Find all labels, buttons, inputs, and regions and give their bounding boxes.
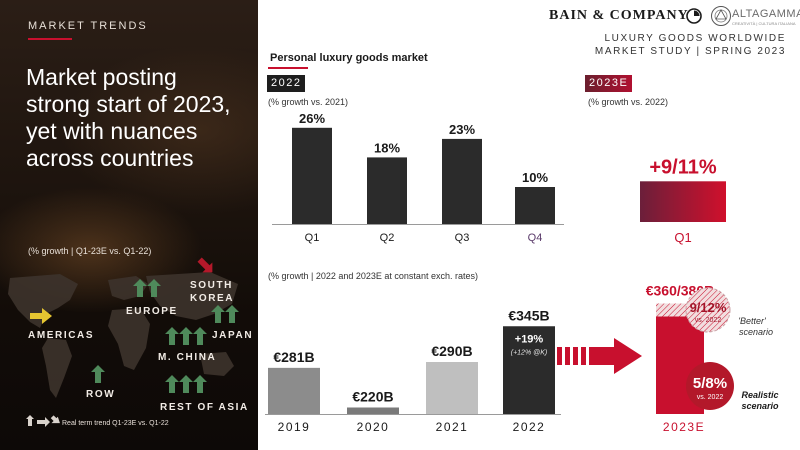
better-scenario-vs: vs. 2022: [695, 317, 722, 324]
subtitle-2023e: (% growth vs. 2022): [588, 97, 669, 107]
subtitle-annual: (% growth | 2022 and 2023E at constant e…: [268, 271, 478, 281]
bar-q1: [292, 127, 332, 224]
data-label-2022: €345B: [508, 307, 549, 323]
better-scenario-label-1: 'Better': [738, 316, 766, 326]
annual-chart: €281B 2019 €220B 2020 €290B 2021 €345B 2022 +19%…: [268, 283, 779, 434]
tick-label-2022: 2022: [513, 420, 546, 434]
tick-label-q1-2023e: Q1: [674, 230, 691, 245]
arrow-stripe: [573, 347, 578, 365]
realistic-scenario-bubble: [686, 362, 734, 410]
panel-label-2022: 2022: [267, 75, 306, 92]
region-label-south-korea-1: SOUTH: [190, 280, 233, 291]
study-title-line1: LUXURY GOODS WORLDWIDE: [604, 33, 786, 44]
region-label-china: M. CHINA: [158, 352, 217, 363]
region-label-south-korea-2: KOREA: [190, 293, 235, 304]
data-label-q1: 26%: [299, 111, 325, 126]
bar-2021: [426, 362, 478, 414]
tick-label-2021: 2021: [436, 420, 469, 434]
section-underline: [28, 38, 72, 40]
region-label-row: ROW: [86, 389, 116, 400]
bar-q3: [442, 138, 482, 224]
bar-q4: [515, 187, 555, 224]
growth-label-2022: +19%: [515, 333, 544, 345]
chart-heading-underline: [268, 67, 308, 69]
quarterly-chart: 26% Q1 18% Q2 23% Q3 10% Q4: [292, 111, 555, 244]
data-label-2020: €220B: [352, 389, 393, 405]
chart-heading: Personal luxury goods market: [270, 52, 428, 64]
better-scenario-bubble: [685, 287, 731, 333]
bar-2019: [268, 367, 320, 414]
region-label-rest-of-asia: REST OF ASIA: [160, 402, 249, 413]
forecast-arrow-icon: [589, 338, 642, 374]
subtitle-2022: (% growth vs. 2021): [268, 97, 349, 107]
realistic-scenario-label-1: Realistic: [741, 390, 778, 400]
data-label-2019: €281B: [273, 349, 314, 365]
quarterly-axis: [272, 224, 564, 225]
legend-arrows-icon: [26, 415, 60, 427]
better-scenario-growth: 9/12%: [690, 300, 727, 315]
region-arrows: [30, 257, 239, 393]
study-title: LUXURY GOODS WORLDWIDE MARKET STUDY | SP…: [595, 32, 786, 58]
study-title-line2: MARKET STUDY | SPRING 2023: [594, 46, 786, 57]
data-label-q2: 18%: [374, 140, 400, 155]
bar-q1-2023e: [640, 181, 726, 222]
section-label: MARKET TRENDS: [28, 20, 148, 32]
tick-label-2019: 2019: [278, 420, 311, 434]
tick-label-q3: Q3: [455, 232, 470, 244]
clock-logo-icon: [686, 8, 702, 24]
region-label-americas: AMERICAS: [28, 330, 95, 341]
growth-note-2022: (+12% @K): [511, 349, 547, 356]
tick-label-q2: Q2: [380, 232, 395, 244]
region-label-japan: JAPAN: [212, 330, 254, 341]
bar-2022: [503, 326, 555, 414]
legend-note: Real term trend Q1-23E vs. Q1-22: [62, 420, 169, 427]
arrow-stripe: [581, 347, 586, 365]
altagamma-logo-text: ALTAGAMMA: [732, 8, 800, 20]
tick-label-2020: 2020: [357, 420, 390, 434]
data-label-q4: 10%: [522, 170, 548, 185]
bain-logo: BAIN & COMPANY: [549, 8, 689, 23]
tick-label-q4: Q4: [528, 232, 543, 244]
data-label-q1-2023e: +9/11%: [649, 156, 717, 178]
better-scenario-label-2: scenario: [739, 327, 773, 337]
tick-label-q1: Q1: [305, 232, 320, 244]
data-label-q3: 23%: [449, 122, 475, 137]
realistic-scenario-vs: vs. 2022: [697, 394, 724, 401]
arrow-stripe: [565, 347, 570, 365]
q1-2023-chart: +9/11% Q1: [640, 156, 726, 245]
left-panel: MARKET TRENDS Market posting strong star…: [0, 0, 258, 450]
region-label-europe: EUROPE: [126, 306, 178, 317]
data-label-2021: €290B: [431, 343, 472, 359]
realistic-scenario-growth: 5/8%: [693, 375, 727, 392]
annual-axis: [265, 414, 561, 415]
bar-2020: [347, 407, 399, 414]
page-title: Market posting strong start of 2023, yet…: [26, 64, 231, 171]
south-korea-arrow-icon: [197, 257, 213, 273]
altagamma-emblem-icon: [711, 6, 731, 26]
americas-arrow-icon: [30, 308, 52, 324]
realistic-scenario-label-2: scenario: [741, 401, 779, 411]
arrow-stripe: [557, 347, 562, 365]
bar-q2: [367, 157, 407, 224]
panel-label-2023e: 2023E: [585, 75, 633, 92]
altagamma-tagline: CREATIVITÀ | CULTURA ITALIANA: [732, 21, 796, 26]
growth-note: (% growth | Q1-23E vs. Q1-22): [28, 246, 152, 256]
tick-label-2023e: 2023E: [663, 420, 705, 434]
